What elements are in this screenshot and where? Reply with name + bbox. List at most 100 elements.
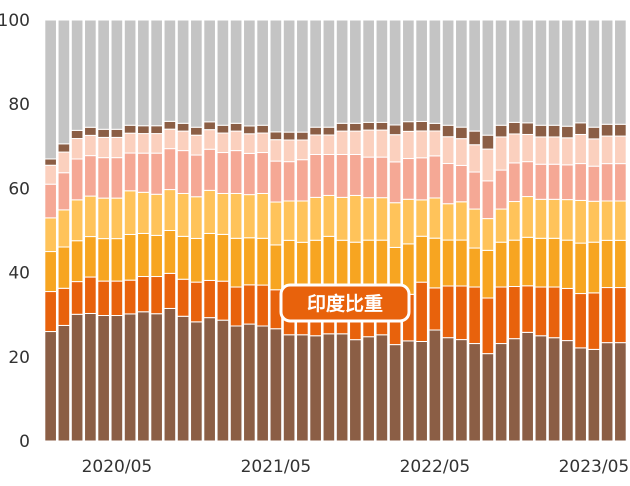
bar-segment (600, 287, 614, 344)
bar-segment (97, 19, 110, 130)
bar-segment (84, 19, 97, 128)
bar-segment (243, 323, 256, 442)
bar-segment (600, 123, 614, 137)
bar-segment (547, 237, 561, 288)
bar-segment (150, 152, 163, 195)
bar-segment (375, 197, 389, 241)
y-tick-label: 40 (8, 264, 30, 284)
bar-segment (547, 198, 561, 239)
bar-segment (547, 136, 561, 165)
bar-segment (322, 134, 336, 155)
bar-segment (123, 279, 137, 315)
bar-segment (163, 148, 177, 191)
bar-segment (256, 192, 269, 239)
bar-segment (176, 150, 190, 194)
bar-segment (322, 126, 336, 136)
bar-segment (216, 192, 230, 235)
bar-segment (441, 163, 455, 205)
bar-segment (534, 136, 548, 165)
bar-segment (335, 153, 349, 198)
bar-segment (428, 19, 442, 124)
bar-segment (508, 286, 521, 340)
bar-segment (508, 201, 521, 241)
bar-segment (388, 161, 402, 204)
bar-segment (97, 128, 110, 138)
bar-segment (574, 347, 587, 442)
bar-segment (561, 239, 574, 289)
bar-segment (282, 200, 296, 241)
bar-segment (441, 239, 455, 287)
bar-segment (137, 276, 150, 313)
bar-segment (216, 152, 230, 194)
bar-segment (57, 209, 71, 248)
bar-segment (534, 198, 548, 239)
bar-segment (402, 158, 415, 200)
bar-segment (309, 153, 322, 198)
bar-segment (163, 120, 177, 130)
bar-segment (415, 235, 428, 283)
bar-segment (547, 163, 561, 200)
bar-segment (335, 19, 349, 124)
bar-segment (402, 198, 415, 245)
bar-segment (375, 19, 389, 123)
bar-segment (508, 133, 521, 164)
bar-segment (547, 124, 561, 138)
bar-segment (481, 353, 495, 442)
bar-segment (587, 19, 601, 128)
bar-segment (309, 196, 322, 241)
bar-segment (150, 133, 163, 154)
bar-segment (534, 237, 548, 288)
bar-segment (322, 194, 336, 237)
bar-segment (57, 287, 71, 326)
bar-segment (97, 197, 110, 240)
bar-segment (203, 279, 216, 319)
bar-segment (110, 315, 124, 442)
bar-segment (123, 313, 137, 442)
bar-segment (176, 192, 190, 237)
bar-segment (481, 180, 495, 220)
bar-segment (256, 284, 269, 327)
bar-segment (335, 239, 349, 288)
bar-segment (600, 239, 614, 289)
bar-segment (468, 208, 481, 249)
bar-segment (441, 136, 455, 165)
y-axis: 0 20 40 60 80 100 (0, 11, 30, 452)
bar-segment (574, 293, 587, 349)
bar-segment (137, 311, 150, 442)
bar-segment (534, 19, 548, 126)
bar-segment (123, 152, 137, 192)
bar-segment (521, 161, 534, 198)
bar-segment (70, 129, 84, 140)
bar-segment (362, 19, 375, 123)
bar-segment (561, 340, 574, 442)
bar-segment (44, 251, 57, 293)
bar-segment (163, 307, 177, 442)
bar-segment (176, 19, 190, 124)
y-tick-label: 100 (0, 11, 30, 31)
bar-segment (44, 217, 57, 253)
bar-segment (375, 129, 389, 158)
bar-segment (587, 138, 601, 167)
bar-segment (561, 199, 574, 241)
bar-segment (216, 19, 230, 126)
bar-segment (455, 19, 468, 128)
bar-segment (44, 19, 57, 160)
bar-segment (335, 196, 349, 241)
bar-segment (481, 19, 495, 136)
bar-segment (282, 161, 296, 202)
bar-segment (57, 151, 71, 174)
bar-segment (574, 122, 587, 135)
bar-segment (150, 193, 163, 236)
bar-segment (402, 121, 415, 132)
bar-segment (190, 126, 203, 136)
bar-segment (150, 19, 163, 127)
bar-segment (296, 131, 309, 141)
bar-segment (203, 19, 216, 123)
bar-segment (229, 150, 243, 194)
bar-segment (84, 195, 97, 238)
bar-segment (269, 160, 283, 203)
bar-segment (388, 202, 402, 248)
bar-segment (362, 336, 375, 442)
bar-segment (84, 126, 97, 136)
